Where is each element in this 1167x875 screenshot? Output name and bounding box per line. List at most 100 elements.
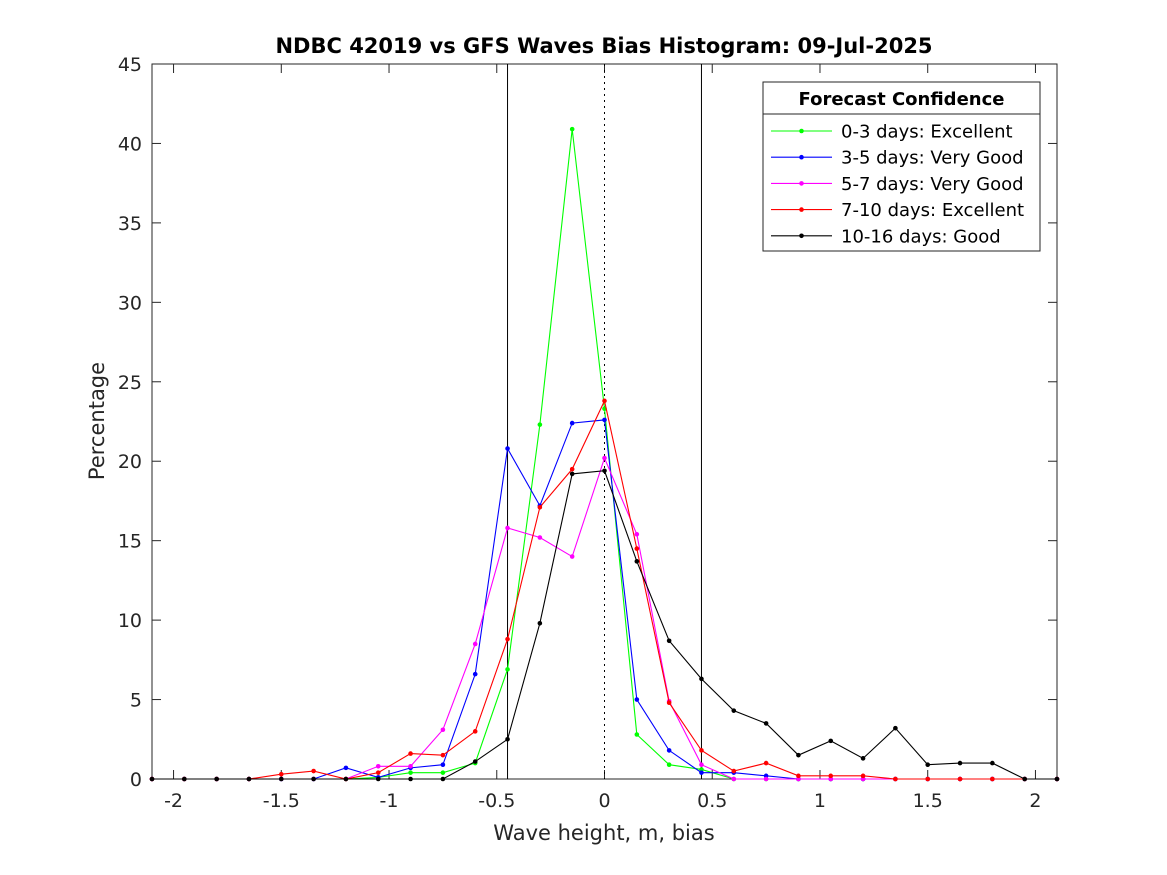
- data-point: [375, 763, 381, 769]
- data-point: [505, 525, 510, 531]
- chart-title: NDBC 42019 vs GFS Waves Bias Histogram: …: [275, 34, 932, 58]
- legend-label: 0-3 days: Excellent: [841, 122, 1013, 143]
- x-tick-label: -1: [380, 790, 399, 812]
- data-point: [957, 776, 963, 782]
- x-tick-label: 0: [598, 790, 610, 812]
- data-point: [634, 732, 640, 737]
- legend-entry: 5-7 days: Very Good: [771, 174, 1024, 195]
- data-point: [311, 768, 316, 774]
- data-point: [796, 773, 801, 779]
- data-point: [537, 422, 543, 427]
- data-point: [699, 676, 704, 682]
- y-tick-label: 30: [118, 292, 142, 314]
- data-point: [278, 771, 284, 777]
- data-point: [375, 776, 381, 782]
- data-point: [860, 773, 866, 779]
- data-point: [893, 725, 898, 731]
- data-point: [569, 554, 575, 559]
- data-point: [537, 535, 543, 540]
- series-5: [149, 468, 1060, 782]
- data-point: [699, 770, 704, 775]
- data-point: [602, 398, 607, 404]
- data-point: [440, 752, 446, 758]
- data-point: [925, 762, 931, 767]
- data-point: [505, 736, 510, 742]
- data-point: [505, 667, 510, 672]
- data-point: [472, 759, 478, 764]
- data-point: [569, 471, 575, 477]
- legend-label: 3-5 days: Very Good: [841, 148, 1024, 169]
- data-point: [666, 638, 672, 644]
- legend-label: 5-7 days: Very Good: [841, 174, 1024, 195]
- x-axis-label: Wave height, m, bias: [493, 821, 714, 845]
- data-point: [440, 762, 446, 767]
- data-point: [860, 776, 866, 782]
- data-point: [990, 776, 995, 782]
- legend-label: 7-10 days: Excellent: [841, 200, 1024, 221]
- data-point: [666, 700, 672, 706]
- data-point: [278, 776, 284, 782]
- y-tick-label: 35: [118, 213, 142, 235]
- data-point: [666, 748, 672, 753]
- data-point: [408, 751, 413, 756]
- data-point: [666, 762, 672, 767]
- data-point: [537, 620, 543, 626]
- data-point: [537, 505, 543, 510]
- x-tick-label: 1.5: [913, 790, 943, 812]
- data-point: [731, 768, 737, 774]
- data-point: [311, 776, 316, 782]
- data-point: [828, 776, 834, 782]
- legend-swatch-marker: [799, 181, 804, 186]
- x-tick-label: 0.5: [697, 790, 727, 812]
- data-point: [796, 776, 801, 782]
- legend-swatch-marker: [799, 154, 804, 160]
- x-tick-label: -1.5: [263, 790, 300, 812]
- data-point: [408, 763, 413, 769]
- data-point: [440, 776, 446, 782]
- data-point: [602, 468, 607, 474]
- data-point: [602, 417, 607, 423]
- data-point: [796, 752, 801, 758]
- data-point: [699, 748, 704, 753]
- data-point: [246, 776, 252, 782]
- data-point: [408, 776, 413, 782]
- legend-entry: 0-3 days: Excellent: [771, 122, 1013, 143]
- y-tick-label: 15: [118, 531, 142, 553]
- x-tick-label: 2: [1029, 790, 1041, 812]
- data-point: [343, 776, 349, 782]
- data-point: [1022, 776, 1027, 782]
- data-point: [763, 760, 769, 766]
- data-point: [860, 756, 866, 761]
- data-point: [569, 126, 575, 132]
- data-point: [472, 729, 478, 734]
- data-point: [731, 708, 737, 713]
- data-point: [699, 767, 704, 772]
- data-point: [214, 776, 219, 782]
- legend-label: 10-16 days: Good: [841, 226, 1001, 247]
- data-point: [990, 760, 995, 766]
- data-point: [472, 641, 478, 647]
- data-point: [634, 532, 640, 537]
- y-tick-label: 40: [118, 133, 142, 155]
- x-tick-label: -2: [164, 790, 183, 812]
- data-point: [1054, 776, 1060, 782]
- data-point: [182, 776, 187, 782]
- data-point: [828, 738, 834, 744]
- data-point: [731, 776, 737, 782]
- legend-title: Forecast Confidence: [799, 89, 1005, 110]
- data-point: [763, 773, 769, 779]
- x-tick-label: 1: [814, 790, 826, 812]
- data-point: [472, 671, 478, 677]
- y-tick-label: 10: [118, 610, 142, 632]
- y-tick-label: 45: [118, 54, 142, 76]
- data-point: [440, 770, 446, 775]
- data-point: [925, 776, 931, 782]
- data-point: [569, 466, 575, 472]
- data-point: [149, 776, 155, 782]
- data-point: [893, 776, 898, 782]
- legend-entry: 3-5 days: Very Good: [771, 148, 1024, 169]
- data-point: [957, 760, 963, 766]
- data-point: [505, 446, 510, 451]
- data-point: [602, 455, 607, 461]
